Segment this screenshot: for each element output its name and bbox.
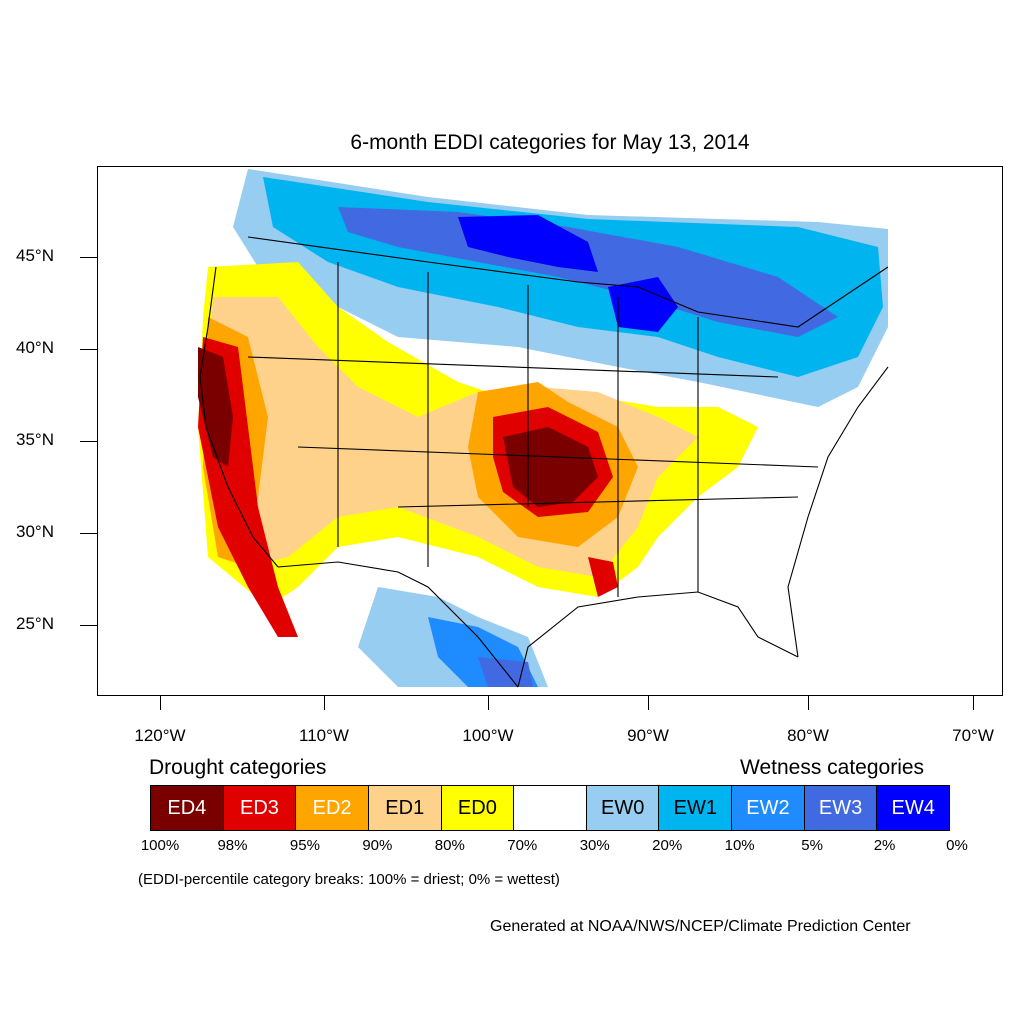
lat-label-25: 25°N — [16, 614, 54, 633]
map-title: 6-month EDDI categories for May 13, 2014 — [350, 131, 750, 154]
lon-label-120: 120°W — [134, 726, 186, 745]
us-mexico-border — [277, 561, 519, 688]
state-line — [247, 356, 779, 378]
us-canada-border — [247, 236, 889, 328]
legend-cell-ew1: EW1 — [659, 786, 733, 830]
drought-ed4-central — [503, 427, 598, 507]
break-label: 95% — [289, 837, 320, 854]
break-label: 2% — [873, 837, 896, 854]
lat-tick — [80, 625, 97, 626]
lon-tick — [488, 696, 489, 710]
category-note: (EDDI-percentile category breaks: 100% =… — [138, 871, 560, 888]
break-label: 90% — [362, 837, 393, 854]
wetness-heading: Wetness categories — [740, 756, 925, 779]
drought-ed4-california — [198, 347, 233, 467]
lat-label-40: 40°N — [16, 338, 54, 357]
break-label: 80% — [434, 837, 465, 854]
state-line — [397, 496, 799, 508]
wet-ew4-lakes — [608, 277, 678, 332]
boundary-lines — [199, 236, 889, 688]
legend-cell-ed1: ED1 — [368, 786, 442, 830]
break-label: 30% — [579, 837, 610, 854]
legend-cell-ew3: EW3 — [804, 786, 878, 830]
legend-cell-ed3: ED3 — [223, 786, 297, 830]
east-coast — [787, 366, 889, 658]
lon-tick — [324, 696, 325, 710]
map-panel — [97, 166, 1003, 696]
legend-cell-ew4: EW4 — [877, 786, 950, 830]
break-label: 100% — [140, 837, 180, 854]
break-label: 20% — [652, 837, 683, 854]
state-line — [297, 446, 819, 468]
lat-tick — [80, 441, 97, 442]
category-colorbar: ED4 ED3 ED2 ED1 ED0 EW0 EW1 EW2 EW3 EW4 — [150, 785, 950, 831]
eddi-map — [198, 169, 889, 688]
break-label: 98% — [217, 837, 248, 854]
lon-label-70: 70°W — [952, 726, 994, 745]
legend-cell-ed0: ED0 — [441, 786, 515, 830]
lat-label-45: 45°N — [16, 246, 54, 265]
wet-ew4-north — [458, 215, 598, 272]
lon-tick — [808, 696, 809, 710]
drought-ed3-louisiana — [588, 557, 618, 597]
lat-tick — [80, 257, 97, 258]
lon-tick — [973, 696, 974, 710]
lat-tick — [80, 349, 97, 350]
lon-tick — [160, 696, 161, 710]
legend-cell-ed4: ED4 — [151, 786, 224, 830]
lat-label-30: 30°N — [16, 522, 54, 541]
wet-ew3-north — [338, 207, 838, 337]
break-label: 5% — [801, 837, 823, 854]
legend-cell-ew0: EW0 — [586, 786, 660, 830]
lon-label-110: 110°W — [299, 726, 349, 745]
lon-label-80: 80°W — [787, 726, 829, 745]
lon-tick — [648, 696, 649, 710]
legend-cell-ed2: ED2 — [296, 786, 369, 830]
drought-heading: Drought categories — [149, 756, 327, 779]
legend-cell-normal — [514, 786, 587, 830]
lat-tick — [80, 533, 97, 534]
gulf-coast — [517, 591, 799, 688]
break-label: 0% — [946, 837, 968, 854]
west-coast — [199, 266, 279, 568]
break-label: 70% — [507, 837, 538, 854]
break-label: 10% — [724, 837, 755, 854]
lat-label-35: 35°N — [16, 430, 54, 449]
legend-cell-ew2: EW2 — [732, 786, 805, 830]
lon-label-100: 100°W — [462, 726, 514, 745]
lon-label-90: 90°W — [627, 726, 669, 745]
credit-line: Generated at NOAA/NWS/NCEP/Climate Predi… — [490, 918, 911, 935]
